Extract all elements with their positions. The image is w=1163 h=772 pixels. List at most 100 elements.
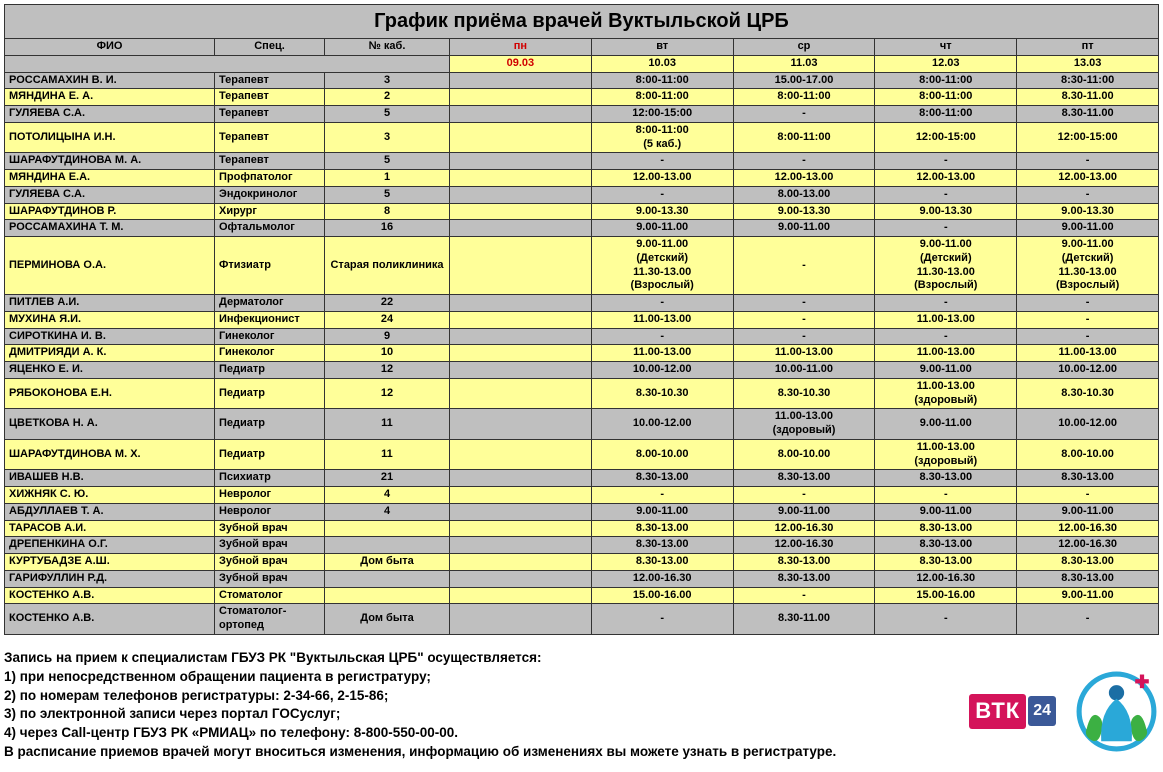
cell-spec: Инфекционист bbox=[215, 311, 325, 328]
table-row: ИВАШЕВ Н.В.Психиатр218.30-13.008.30-13.0… bbox=[5, 470, 1159, 487]
cell-day: 8:00-11:00 bbox=[733, 122, 875, 153]
cell-day bbox=[450, 89, 592, 106]
cell-day: - bbox=[1017, 311, 1159, 328]
cell-day: 12.00-16.30 bbox=[591, 570, 733, 587]
cell-spec: Педиатр bbox=[215, 362, 325, 379]
cell-day: 9.00-11.00(Детский)11.30-13.00(Взрослый) bbox=[875, 237, 1017, 295]
cell-day: 8.30-13.00 bbox=[591, 470, 733, 487]
cell-day: 11.00-13.00 bbox=[591, 345, 733, 362]
cell-day: 10.00-12.00 bbox=[1017, 362, 1159, 379]
cell-spec: Зубной врач bbox=[215, 554, 325, 571]
cell-room: 12 bbox=[325, 378, 450, 409]
cell-day: 8:00-11:00 bbox=[591, 72, 733, 89]
cell-name: СИРОТКИНА И. В. bbox=[5, 328, 215, 345]
cell-day: 9.00-11.00 bbox=[733, 503, 875, 520]
cell-day: 8.30-13.00 bbox=[1017, 470, 1159, 487]
table-row: КОСТЕНКО А.В.Стоматолог15.00-16.00-15.00… bbox=[5, 587, 1159, 604]
cell-day: 9.00-11.00 bbox=[875, 362, 1017, 379]
table-row: РЯБОКОНОВА Е.Н.Педиатр128.30-10.308.30-1… bbox=[5, 378, 1159, 409]
cell-day: - bbox=[733, 106, 875, 123]
cell-day: 10.00-12.00 bbox=[591, 362, 733, 379]
table-row: РОССАМАХИНА Т. М.Офтальмолог169.00-11.00… bbox=[5, 220, 1159, 237]
cell-day: 9.00-11.00 bbox=[875, 409, 1017, 440]
cell-day: 15.00-16.00 bbox=[591, 587, 733, 604]
cell-day: - bbox=[1017, 186, 1159, 203]
cell-day: 8.30-13.00 bbox=[591, 520, 733, 537]
table-row: ШАРАФУТДИНОВА М. А.Терапевт5---- bbox=[5, 153, 1159, 170]
cell-day: 8.30-13.00 bbox=[591, 554, 733, 571]
table-row: РОССАМАХИН В. И.Терапевт38:00-11:0015.00… bbox=[5, 72, 1159, 89]
cell-name: ГУЛЯЕВА С.А. bbox=[5, 106, 215, 123]
cell-name: ПОТОЛИЦЫНА И.Н. bbox=[5, 122, 215, 153]
cell-spec: Зубной врач bbox=[215, 520, 325, 537]
cell-day: 8:00-11:00 bbox=[875, 106, 1017, 123]
cell-name: ПЕРМИНОВА О.А. bbox=[5, 237, 215, 295]
cell-day: - bbox=[733, 153, 875, 170]
cell-name: МЯНДИНА Е.А. bbox=[5, 170, 215, 187]
cell-room: 2 bbox=[325, 89, 450, 106]
cell-room: 5 bbox=[325, 153, 450, 170]
date-sr: 11.03 bbox=[733, 55, 875, 72]
cell-room: 3 bbox=[325, 122, 450, 153]
cell-day: 12.00-13.00 bbox=[733, 170, 875, 187]
col-day-pt: пт bbox=[1017, 39, 1159, 56]
cell-day bbox=[450, 237, 592, 295]
cell-day: 10.00-12.00 bbox=[1017, 409, 1159, 440]
cell-spec: Педиатр bbox=[215, 409, 325, 440]
cell-room: 4 bbox=[325, 487, 450, 504]
table-row: АБДУЛЛАЕВ Т. А.Невролог49.00-11.009.00-1… bbox=[5, 503, 1159, 520]
header-row: ФИО Спец. № каб. пн вт ср чт пт bbox=[5, 39, 1159, 56]
cell-day bbox=[450, 587, 592, 604]
cell-room: 4 bbox=[325, 503, 450, 520]
cell-day: 12.00-13.00 bbox=[875, 170, 1017, 187]
cell-spec: Гинеколог bbox=[215, 345, 325, 362]
cell-day: 8.00-10.00 bbox=[1017, 439, 1159, 470]
cell-day: 10.00-12.00 bbox=[591, 409, 733, 440]
cell-day: 12.00-16.30 bbox=[1017, 537, 1159, 554]
cell-day bbox=[450, 520, 592, 537]
cell-room: 5 bbox=[325, 186, 450, 203]
cell-day: 8.00-13.00 bbox=[733, 186, 875, 203]
cell-day bbox=[450, 470, 592, 487]
cell-day: - bbox=[733, 328, 875, 345]
cell-day: - bbox=[591, 186, 733, 203]
cell-day: 12.00-16.30 bbox=[733, 537, 875, 554]
cell-name: РОССАМАХИНА Т. М. bbox=[5, 220, 215, 237]
cell-day bbox=[450, 570, 592, 587]
cell-day: 8.30-13.00 bbox=[1017, 554, 1159, 571]
cell-name: ГУЛЯЕВА С.А. bbox=[5, 186, 215, 203]
cell-spec: Офтальмолог bbox=[215, 220, 325, 237]
cell-day: 8:00-11:00(5 каб.) bbox=[591, 122, 733, 153]
cell-day: - bbox=[591, 295, 733, 312]
cell-day: 8.30-13.00 bbox=[875, 537, 1017, 554]
cell-day: - bbox=[733, 487, 875, 504]
cell-day bbox=[450, 186, 592, 203]
cell-name: ДРЕПЕНКИНА О.Г. bbox=[5, 537, 215, 554]
col-day-cht: чт bbox=[875, 39, 1017, 56]
notes-block: Запись на прием к специалистам ГБУЗ РК "… bbox=[4, 649, 1159, 762]
cell-day: 8.30-10.30 bbox=[733, 378, 875, 409]
table-row: ПОТОЛИЦЫНА И.Н.Терапевт38:00-11:00(5 каб… bbox=[5, 122, 1159, 153]
medical-logo-icon bbox=[1074, 669, 1159, 754]
cell-day: 11.00-13.00 bbox=[875, 345, 1017, 362]
cell-name: ЦВЕТКОВА Н. А. bbox=[5, 409, 215, 440]
cell-spec: Зубной врач bbox=[215, 537, 325, 554]
cell-room: 21 bbox=[325, 470, 450, 487]
cell-name: МУХИНА Я.И. bbox=[5, 311, 215, 328]
cell-day bbox=[450, 409, 592, 440]
cell-day bbox=[450, 503, 592, 520]
cell-day: 9.00-13.30 bbox=[1017, 203, 1159, 220]
cell-day: 15.00-17.00 bbox=[733, 72, 875, 89]
cell-room: 22 bbox=[325, 295, 450, 312]
cell-spec: Профпатолог bbox=[215, 170, 325, 187]
cell-day: 8.30-10.30 bbox=[591, 378, 733, 409]
cell-spec: Фтизиатр bbox=[215, 237, 325, 295]
cell-name: ШАРАФУТДИНОВ Р. bbox=[5, 203, 215, 220]
cell-day: 8.30-13.00 bbox=[875, 520, 1017, 537]
cell-spec: Терапевт bbox=[215, 89, 325, 106]
cell-day: 8:00-11:00 bbox=[875, 72, 1017, 89]
cell-name: РЯБОКОНОВА Е.Н. bbox=[5, 378, 215, 409]
cell-day: 11.00-13.00(здоровый) bbox=[733, 409, 875, 440]
table-row: ГУЛЯЕВА С.А.Терапевт512:00-15:00-8:00-11… bbox=[5, 106, 1159, 123]
cell-room: Старая поликлиника bbox=[325, 237, 450, 295]
